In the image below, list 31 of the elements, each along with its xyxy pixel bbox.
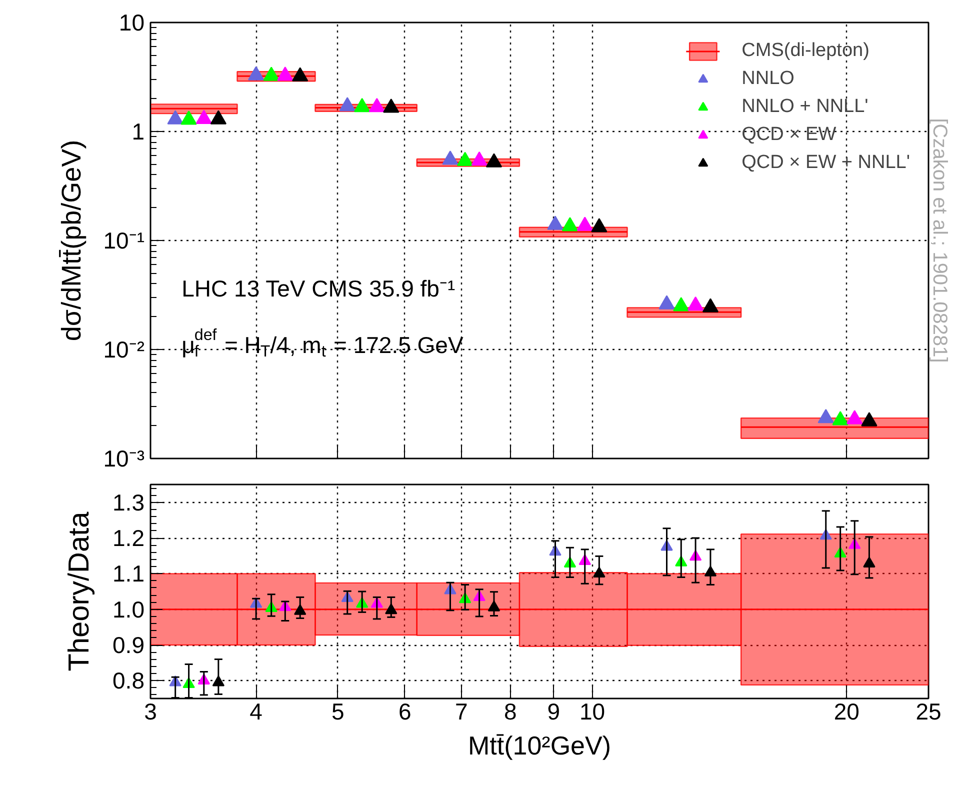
y-tick-label: 1 — [132, 118, 145, 144]
legend-label: NNLO — [742, 68, 794, 90]
y-tick-label: 1.1 — [112, 560, 145, 587]
y-tick-label: 1.2 — [112, 525, 145, 551]
y-axis-title: Theory/Data — [64, 510, 96, 672]
annotation: LHC 13 TeV CMS 35.9 fb⁻¹ — [182, 275, 456, 302]
y-tick-label: 10⁻² — [103, 336, 145, 362]
legend-label: QCD × EW + NNLL' — [742, 152, 910, 174]
y-tick-label: 1.3 — [112, 489, 145, 516]
x-axis-title: Mtt̄(10²GeV) — [468, 730, 612, 760]
y-tick-label: 0.9 — [112, 632, 145, 658]
legend-label: NNLO + NNLL' — [742, 96, 868, 118]
x-tick-label: 25 — [916, 698, 942, 724]
legend-label: CMS(di-lepton) — [742, 40, 870, 62]
x-tick-label: 20 — [834, 698, 860, 724]
x-tick-label: 10 — [579, 698, 606, 724]
annotation: [Czakon et al.; 1901.08281] — [928, 118, 950, 363]
x-tick-label: 6 — [398, 698, 412, 724]
y-tick-label: 1.0 — [112, 596, 145, 622]
x-tick-label: 5 — [332, 698, 344, 724]
x-tick-label: 3 — [144, 698, 157, 724]
x-tick-label: 9 — [547, 698, 560, 724]
legend-label: QCD × EW — [742, 124, 836, 146]
y-tick-label: 0.8 — [112, 668, 145, 694]
y-axis-title: dσ/dMtt̄(pb/GeV) — [56, 140, 86, 342]
x-tick-label: 8 — [504, 698, 517, 724]
x-tick-label: 7 — [455, 698, 468, 724]
y-tick-label: 10 — [118, 10, 145, 36]
x-tick-label: 4 — [250, 698, 263, 724]
y-tick-label: 10⁻¹ — [103, 228, 145, 254]
y-tick-label: 10⁻³ — [103, 446, 145, 472]
